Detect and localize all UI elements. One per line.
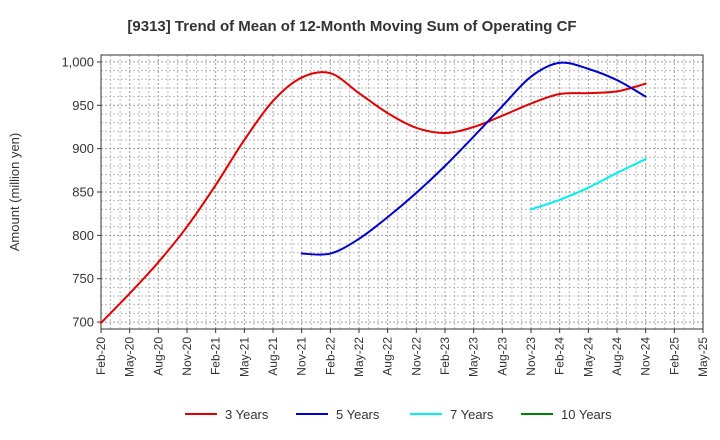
x-tick-label: Nov-21: [295, 337, 309, 376]
x-tick-label: Nov-20: [180, 337, 194, 376]
x-tick-label: Feb-22: [323, 337, 337, 375]
series-lines: [100, 61, 647, 324]
x-tick-label: Aug-22: [381, 337, 395, 376]
x-tick-label: Aug-21: [266, 337, 280, 376]
x-tick-label: Nov-22: [409, 337, 423, 376]
series-line-3-years: [100, 71, 647, 324]
y-tick-label: 800: [72, 228, 94, 243]
y-tick-label: 700: [72, 315, 94, 330]
y-axis-label: Amount (million yen): [7, 133, 22, 252]
grid: [100, 55, 704, 329]
x-tick-label: Feb-20: [94, 337, 108, 375]
x-tick-label: May-23: [467, 337, 481, 377]
x-tick-label: Feb-23: [438, 337, 452, 375]
x-tick-label: May-24: [581, 337, 595, 377]
chart-title: [9313] Trend of Mean of 12-Month Moving …: [127, 18, 576, 35]
series-line-7-years: [530, 158, 647, 211]
series-line-5-years: [300, 61, 647, 256]
x-tick-label: Aug-23: [495, 337, 509, 376]
x-tick-label: Aug-20: [151, 337, 165, 376]
legend-label-7-years: 7 Years: [450, 407, 494, 422]
legend-label-10-years: 10 Years: [561, 407, 612, 422]
legend-label-3-years: 3 Years: [225, 407, 269, 422]
x-tick-label: Feb-24: [553, 337, 567, 375]
x-tick-label: Feb-25: [667, 337, 681, 375]
legend: 3 Years 5 Years 7 Years 10 Years: [185, 407, 612, 422]
x-tick-label: May-22: [352, 337, 366, 377]
y-tick-label: 900: [72, 141, 94, 156]
x-tick-label: Nov-23: [524, 337, 538, 376]
legend-label-5-years: 5 Years: [336, 407, 380, 422]
x-tick-label: May-20: [123, 337, 137, 377]
y-tick-label: 950: [72, 98, 94, 113]
y-tick-label: 1,000: [61, 54, 94, 69]
y-ticks: 700 750 800 850 900 950 1,000: [61, 54, 101, 330]
y-tick-label: 750: [72, 271, 94, 286]
y-tick-label: 850: [72, 185, 94, 200]
x-tick-label: Feb-21: [209, 337, 223, 375]
x-tick-label: Nov-24: [639, 337, 653, 376]
x-ticks: Feb-20 May-20 Aug-20 Nov-20 Feb-21 May-21 Aug-…: [94, 329, 710, 377]
x-tick-label: Aug-24: [610, 337, 624, 376]
x-tick-label: May-21: [237, 337, 251, 377]
x-tick-label: May-25: [696, 337, 710, 377]
